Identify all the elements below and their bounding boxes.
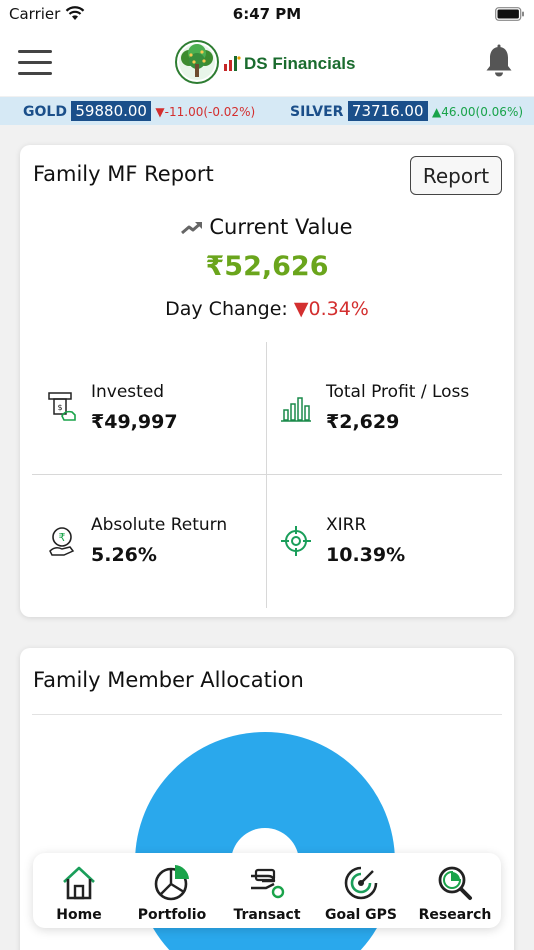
- day-change-value: ▼0.34%: [293, 298, 369, 320]
- absolute-return-label: Absolute Return: [91, 515, 228, 535]
- rupee-hand-icon: ₹: [49, 527, 75, 556]
- day-change-label: Day Change:: [165, 298, 288, 320]
- card-title: Family Member Allocation: [33, 668, 304, 692]
- xirr-label: XIRR: [326, 515, 367, 535]
- goal-gps-icon: [344, 866, 378, 900]
- nav-label: Transact: [233, 907, 301, 923]
- silver-change: ▲46.00(0.06%): [431, 105, 524, 119]
- current-value: ₹52,626: [205, 251, 329, 282]
- research-icon: [438, 866, 472, 900]
- home-icon: [63, 866, 95, 900]
- total-profit-loss-label: Total Profit / Loss: [326, 382, 470, 402]
- silver-ticker: SILVER 73716.00 ▲46.00(0.06%): [290, 97, 523, 125]
- status-bar: Carrier 6:47 PM: [0, 0, 534, 30]
- notification-bell-icon[interactable]: [484, 44, 514, 78]
- nav-label: Portfolio: [137, 907, 207, 923]
- tree-logo-icon: [175, 40, 219, 84]
- app-name: DS Financials: [244, 54, 356, 73]
- gold-change: ▼-11.00(-0.02%): [155, 105, 256, 119]
- menu-button[interactable]: [18, 50, 52, 76]
- report-button[interactable]: Report: [410, 156, 502, 195]
- carrier-label: Carrier: [9, 5, 61, 23]
- card-title: Family MF Report: [33, 162, 214, 186]
- current-value-label: Current Value: [20, 215, 514, 239]
- nav-label: Home: [56, 907, 102, 923]
- app-logo: DS Financials: [175, 40, 365, 86]
- nav-label: Research: [418, 907, 492, 923]
- gold-price: 59880.00: [71, 101, 151, 121]
- silver-label: SILVER: [290, 104, 344, 120]
- trend-up-icon: [181, 221, 203, 235]
- bottom-navigation: Home Portfolio Transact Goal GPS: [33, 853, 501, 928]
- svg-text:₹: ₹: [59, 531, 66, 544]
- nav-goal-gps[interactable]: Goal GPS: [316, 853, 406, 928]
- battery-icon: [495, 7, 524, 21]
- absolute-return-value: 5.26%: [91, 544, 157, 566]
- divider: [266, 342, 267, 608]
- divider: [32, 474, 502, 475]
- gold-ticker: GOLD 59880.00 ▼-11.00(-0.02%): [23, 97, 255, 125]
- wifi-icon: [65, 6, 85, 20]
- invested-icon: $: [48, 392, 76, 421]
- target-icon: [281, 526, 311, 556]
- day-change: Day Change: ▼0.34%: [20, 298, 514, 320]
- nav-transact[interactable]: Transact: [222, 853, 312, 928]
- hamburger-icon: [18, 50, 52, 53]
- nav-portfolio[interactable]: Portfolio: [127, 853, 217, 928]
- nav-research[interactable]: Research: [410, 853, 500, 928]
- pie-chart-icon: [154, 865, 189, 901]
- app-header: DS Financials: [0, 30, 534, 96]
- nav-home[interactable]: Home: [34, 853, 124, 928]
- silver-price: 73716.00: [347, 101, 428, 121]
- total-profit-loss-value: ₹2,629: [326, 411, 400, 433]
- gold-label: GOLD: [23, 104, 67, 120]
- family-mf-report-card: Family MF Report Report Current Value ₹5…: [20, 145, 514, 617]
- commodity-ticker: GOLD 59880.00 ▼-11.00(-0.02%) SILVER 737…: [0, 97, 534, 125]
- svg-text:$: $: [57, 403, 62, 412]
- transact-icon: [251, 868, 285, 899]
- bar-chart-icon: [281, 397, 311, 422]
- invested-value: ₹49,997: [91, 411, 178, 433]
- divider: [32, 714, 502, 715]
- nav-label: Goal GPS: [324, 907, 398, 923]
- logo-bars-icon: [224, 56, 241, 71]
- xirr-value: 10.39%: [326, 544, 406, 566]
- invested-label: Invested: [91, 382, 165, 402]
- clock: 6:47 PM: [232, 5, 302, 23]
